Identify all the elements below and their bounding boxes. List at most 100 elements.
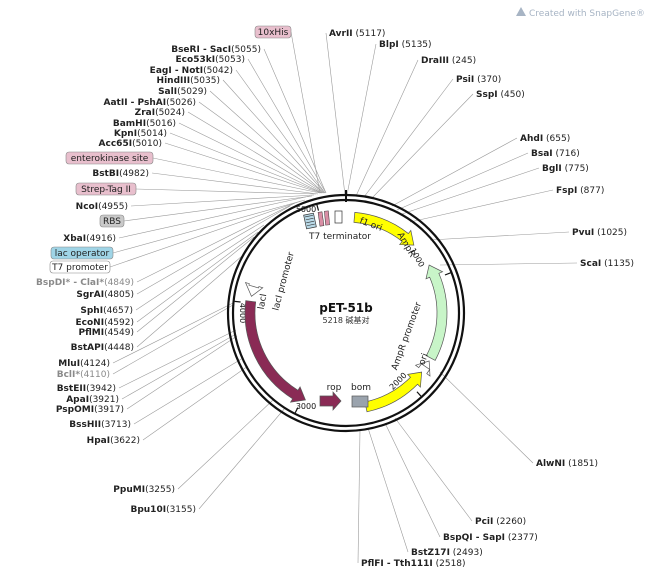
site-pspomi: PspOMI(3917)	[56, 405, 124, 415]
site-hpai: HpaI(3622)	[87, 436, 140, 446]
site-position: (4110)	[80, 370, 110, 380]
site-sgrai: SgrAI(4805)	[76, 290, 134, 300]
site-bstapi: BstAPI(4448)	[71, 343, 134, 353]
leader-line	[126, 335, 238, 410]
feature-ampr-promoter	[414, 360, 431, 377]
site-bspqi-sapi: BspQI - SapI (2377)	[443, 533, 538, 543]
leader-line	[169, 132, 323, 194]
feature-box-label: enterokinase site	[71, 154, 149, 164]
leader-line	[198, 101, 325, 194]
feature-box-rbs: RBS	[99, 214, 125, 228]
site-name: PpuMI	[113, 485, 145, 495]
site-name: Bpu10I	[130, 505, 166, 515]
leader-line	[394, 417, 473, 522]
site-blpi: BlpI (5135)	[379, 40, 432, 50]
leader-line	[136, 205, 291, 295]
leader-line	[109, 200, 302, 268]
leader-line	[130, 194, 315, 207]
site-draiii: DraIII (245)	[421, 56, 476, 66]
site-position: (5026)	[166, 98, 196, 108]
site-name: BsaI	[531, 149, 553, 159]
site-eco53ki: Eco53kI(5053)	[176, 55, 245, 65]
feature-ori	[364, 371, 423, 413]
site-name: BstAPI	[71, 343, 104, 353]
site-position: (3917)	[94, 405, 124, 415]
site-position: (5016)	[146, 119, 176, 129]
leader-line	[396, 152, 529, 211]
site-position: (3921)	[89, 395, 119, 405]
site-label: BstBI(4982)	[92, 169, 149, 179]
site-position: (5117)	[353, 29, 386, 39]
site-label: PflFI - Tth111I (2518)	[361, 559, 466, 569]
leader-line	[177, 399, 274, 490]
feature-box-bg	[254, 25, 292, 39]
site-label: EagI - NotI(5042)	[150, 66, 233, 76]
site-pcii: PciI (2260)	[475, 517, 526, 527]
site-name: KpnI	[114, 129, 137, 139]
site-position: (5042)	[203, 66, 233, 76]
leader-line	[391, 137, 518, 207]
site-position: (5024)	[155, 108, 185, 118]
t7-terminator-glyph	[303, 212, 317, 230]
site-name: SphI	[80, 306, 103, 316]
site-sali: SalI(5029)	[158, 87, 207, 97]
leader-line	[136, 236, 255, 333]
site-bcli: BclI*(4110)	[57, 370, 110, 380]
leader-line	[263, 48, 327, 194]
site-name: NcoI	[76, 202, 98, 212]
site-label: HindIII(5035)	[157, 76, 220, 86]
site-position: (716)	[553, 149, 580, 159]
site-ahdi: AhdI (655)	[520, 134, 570, 144]
site-name: SspI	[476, 90, 498, 100]
leader-line	[136, 231, 259, 323]
site-position: (5055)	[231, 45, 261, 55]
leader-line	[401, 167, 540, 215]
site-label: PpuMI(3255)	[113, 485, 175, 495]
leader-line	[357, 429, 361, 564]
site-label: Eco53kI(5053)	[176, 55, 245, 65]
feature-bom	[351, 395, 369, 408]
site-label: NcoI(4955)	[76, 202, 128, 212]
feature-box-enterokinase-site: enterokinase site	[65, 151, 154, 165]
site-position: (4849)	[104, 278, 134, 288]
feature-label-bom: bom	[351, 383, 371, 393]
leader-line	[439, 371, 534, 464]
site-name: BspDI* - ClaI*	[36, 278, 104, 288]
site-label: BstEII(3942)	[57, 384, 116, 394]
site-label: BssHII(3713)	[69, 420, 131, 430]
leader-line	[112, 302, 234, 364]
site-psii: PsiI (370)	[456, 75, 501, 85]
feature-label-t7-terminator: T7 terminator	[308, 232, 371, 242]
site-position: (1851)	[565, 459, 598, 469]
leader-line	[135, 224, 265, 311]
site-bsai: BsaI (716)	[531, 149, 580, 159]
site-labels-left: BseRI - SacI(5055) Eco53kI(5053) EagI - …	[36, 45, 261, 515]
site-name: HpaI	[87, 436, 110, 446]
site-position: (2493)	[450, 548, 483, 558]
site-label: PflMI(4549)	[78, 328, 134, 338]
site-scai: ScaI (1135)	[580, 259, 634, 269]
site-name: PsiI	[456, 75, 474, 85]
site-label: AhdI (655)	[520, 134, 570, 144]
site-position: (3942)	[86, 384, 116, 394]
site-labels-right: AvrII (5117)BlpI (5135) DraIII (245) PsiI …	[329, 29, 634, 569]
leader-line	[222, 79, 326, 194]
site-name: BclI*	[57, 370, 81, 380]
feature-label-rop: rop	[327, 383, 342, 393]
site-name: BstEII	[57, 384, 86, 394]
site-name: BlpI	[379, 40, 399, 50]
site-label: PciI (2260)	[475, 517, 526, 527]
site-label: SgrAI(4805)	[76, 290, 134, 300]
feature-f1-ori	[353, 212, 415, 246]
feature-label-ori: ori	[417, 352, 430, 366]
watermark: Created with SnapGene®	[516, 7, 645, 19]
site-position: (3155)	[166, 505, 196, 515]
site-aatii-pshai: AatII - PshAI(5026)	[104, 98, 197, 108]
site-bspdi-clai: BspDI* - ClaI*(4849)	[36, 278, 134, 288]
site-hindiii: HindIII(5035)	[157, 76, 220, 86]
feature-box-t7-promoter: T7 promoter	[49, 260, 111, 274]
leader-line	[325, 32, 346, 196]
site-alwni: AlwNI (1851)	[536, 459, 598, 469]
feature-box-bg	[99, 214, 125, 228]
leader-line	[112, 304, 234, 375]
